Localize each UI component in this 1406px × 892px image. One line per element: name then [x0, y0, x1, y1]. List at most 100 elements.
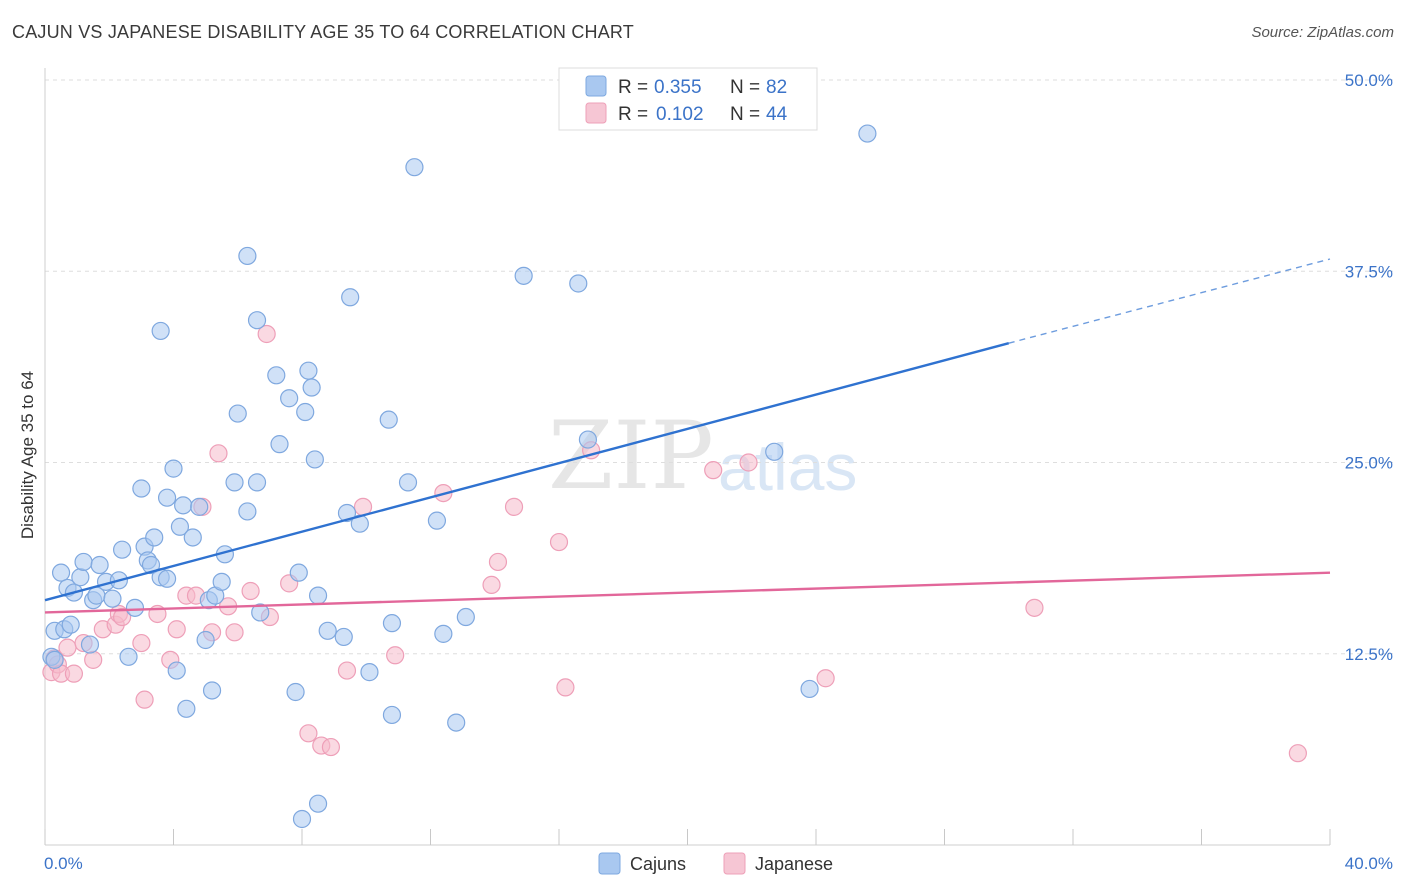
cajuns-point	[360, 663, 379, 682]
cajuns-point	[514, 266, 533, 285]
cajuns-point	[267, 366, 286, 385]
x-tick-label-right: 40.0%	[1345, 854, 1393, 873]
gridlines	[45, 79, 1395, 655]
legend-r-label-cajuns: R =	[618, 77, 648, 98]
cajuns-point	[225, 473, 244, 492]
japanese-point	[482, 575, 501, 595]
cajuns-point	[238, 502, 257, 521]
cajuns-point	[141, 555, 161, 575]
cajuns-point	[125, 598, 145, 617]
japanese-point	[84, 650, 103, 669]
cajuns-point	[103, 589, 122, 608]
cajuns-point	[578, 430, 598, 449]
legend-n-label-cajuns: N =	[730, 77, 760, 98]
japanese-point	[257, 324, 276, 344]
cajuns-point	[270, 435, 289, 454]
cajuns-point	[289, 563, 308, 582]
cajuns-point	[164, 459, 183, 478]
legend-bottom: Cajuns Japanese	[598, 852, 833, 875]
cajuns-point	[447, 713, 466, 732]
japanese-point	[209, 444, 228, 463]
cajuns-point	[157, 488, 177, 507]
watermark: ZIP atlas	[548, 402, 857, 511]
y-tick-labels: 12.5% 25.0% 37.5% 50.0%	[1345, 71, 1393, 664]
japanese-point	[167, 620, 186, 639]
cajuns-point	[151, 321, 170, 341]
cajuns-point	[74, 552, 93, 572]
cajuns-point	[280, 389, 299, 408]
japanese-point	[556, 678, 575, 697]
japanese-point	[1025, 598, 1044, 617]
japanese-point	[58, 638, 77, 657]
cajuns-point	[305, 450, 324, 469]
cajuns-point	[398, 473, 418, 492]
japanese-point	[549, 532, 569, 552]
japanese-point	[704, 461, 723, 480]
cajuns-point	[167, 661, 186, 680]
cajuns-trend-extension	[1008, 258, 1331, 344]
bottom-legend-label-cajuns: Cajuns	[630, 854, 686, 874]
japanese-point	[299, 724, 318, 743]
cajuns-point	[190, 497, 209, 516]
cajuns-point	[119, 647, 138, 666]
legend-r-label-japanese: R =	[618, 104, 648, 125]
y-tick-label: 25.0%	[1345, 454, 1393, 473]
cajuns-point	[299, 361, 318, 380]
cajuns-point	[174, 496, 193, 515]
cajuns-point	[800, 679, 819, 699]
cajuns-point	[145, 528, 164, 547]
cajuns-point	[318, 621, 337, 640]
bottom-legend-swatch-japanese	[723, 852, 746, 875]
watermark-zip: ZIP	[548, 402, 714, 511]
legend-n-label-japanese: N =	[730, 104, 760, 125]
legend-swatch-cajuns	[585, 75, 607, 97]
cajuns-point	[382, 705, 402, 725]
cajuns-point	[286, 682, 305, 702]
cajuns-point	[212, 572, 231, 591]
cajuns-point	[337, 503, 357, 523]
cajuns-point	[51, 563, 71, 582]
cajuns-point	[202, 681, 222, 700]
japanese-point	[1288, 744, 1307, 763]
y-tick-label: 50.0%	[1345, 71, 1393, 90]
cajuns-point	[308, 794, 328, 813]
legend-swatch-japanese	[585, 102, 607, 124]
cajuns-point	[308, 586, 328, 605]
chart-title: CAJUN VS JAPANESE DISABILITY AGE 35 TO 6…	[12, 22, 634, 42]
cajuns-point	[569, 274, 588, 293]
cajuns-point	[858, 124, 877, 143]
cajuns-point	[157, 569, 177, 588]
bottom-legend-swatch-cajuns	[598, 852, 621, 875]
cajuns-point	[90, 555, 109, 575]
cajuns-point	[132, 479, 151, 498]
japanese-point	[241, 581, 260, 601]
cajuns-point	[302, 378, 321, 397]
cajuns-point	[296, 402, 315, 422]
cajuns-point	[45, 650, 64, 669]
cajuns-point	[379, 410, 398, 429]
cajuns-points	[42, 124, 877, 829]
cajuns-point	[183, 528, 202, 547]
cajuns-point	[177, 699, 196, 718]
cajuns-point	[170, 517, 190, 536]
japanese-point	[132, 633, 151, 653]
cajuns-point	[382, 614, 402, 633]
cajuns-point	[434, 624, 453, 643]
cajuns-point	[341, 288, 360, 307]
watermark-atlas: atlas	[718, 430, 857, 504]
legend-n-value-japanese: 44	[766, 104, 788, 125]
japanese-trend-line	[44, 571, 1331, 614]
cajuns-point	[292, 809, 312, 829]
cajuns-point	[456, 607, 475, 627]
japanese-point	[112, 607, 132, 627]
japanese-point	[386, 646, 405, 665]
cajuns-point	[405, 158, 424, 177]
cajuns-point	[334, 627, 353, 647]
axes	[44, 68, 1331, 846]
cajuns-point	[80, 635, 100, 654]
bottom-legend-label-japanese: Japanese	[755, 854, 833, 874]
japanese-points	[42, 324, 1307, 763]
japanese-point	[225, 623, 244, 642]
cajuns-point	[238, 246, 257, 266]
